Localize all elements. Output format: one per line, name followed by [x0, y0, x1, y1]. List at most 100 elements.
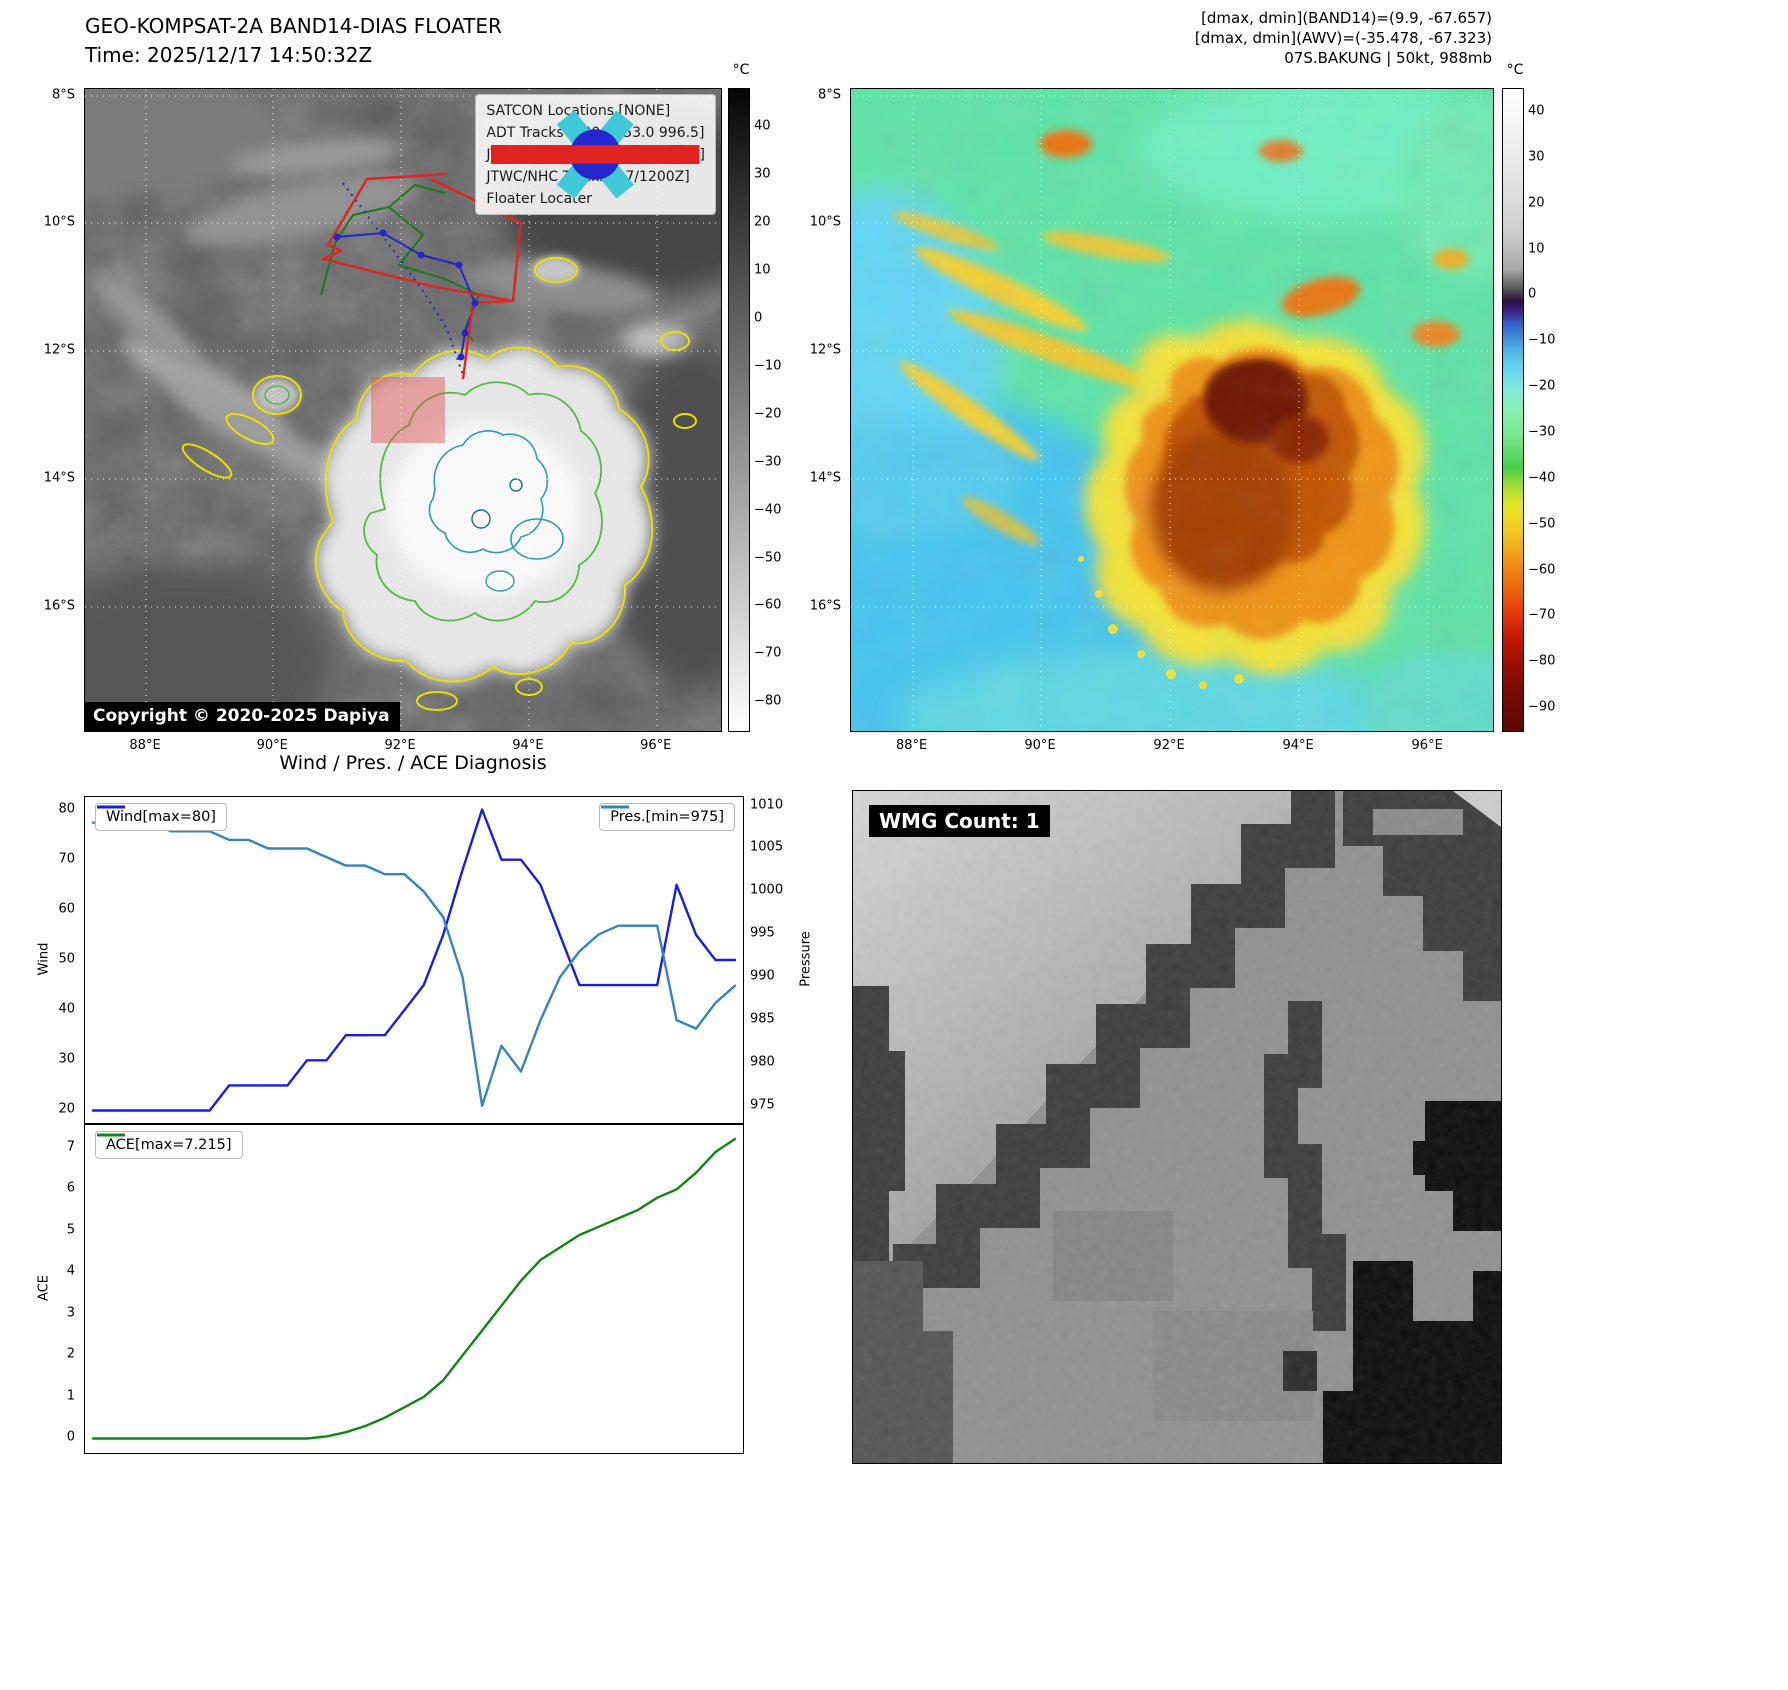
awv-colorbar-tick: −10	[1528, 332, 1556, 348]
diagnosis-title: Wind / Pres. / ACE Diagnosis	[279, 752, 547, 774]
wmg-count-label: WMG Count: 1	[869, 805, 1050, 837]
ace-series-line	[91, 1137, 737, 1440]
band14-y-tick: 16°S	[43, 598, 75, 614]
contour-yellow-outer	[314, 346, 654, 683]
awv-x-tick: 94°E	[1282, 738, 1314, 753]
ace-legend-label: ACE[max=7.215]	[106, 1137, 232, 1153]
wind-axis-label: Wind	[36, 942, 52, 976]
wind-y-tick: 40	[58, 1001, 75, 1017]
awv-colorbar-unit: °C	[1506, 62, 1524, 78]
band14-colorbar-tick: −10	[754, 358, 782, 374]
awv-colorbar-tick: −30	[1528, 424, 1556, 440]
ace-line-icon	[97, 1133, 125, 1137]
band14-y-tick: 8°S	[51, 87, 75, 103]
awv-satellite-map	[850, 88, 1494, 732]
wmg-panel: WMG Count: 1	[852, 790, 1502, 1464]
ace-y-tick: 5	[66, 1222, 75, 1238]
awv-colorbar	[1502, 88, 1524, 732]
temperature-contours	[181, 257, 697, 711]
wind-series-line	[91, 808, 737, 1112]
band14-y-tick: 10°S	[43, 214, 75, 230]
wind-y-tick: 80	[58, 801, 75, 817]
band14-colorbar-tick: −60	[754, 597, 782, 613]
awv-x-tick: 88°E	[895, 738, 928, 753]
header-line-band14: [dmax, dmin](BAND14)=(9.9, -67.657)	[1201, 9, 1492, 27]
awv-x-tick: 90°E	[1024, 738, 1056, 753]
pressure-legend: Pres.[min=975]	[599, 803, 735, 831]
wind-legend: Wind[max=80]	[95, 803, 227, 831]
pressure-axis-label: Pressure	[798, 931, 814, 987]
adt-track-line	[320, 184, 446, 296]
wind-y-tick: 20	[58, 1101, 75, 1117]
ace-legend: ACE[max=7.215]	[95, 1131, 243, 1159]
awv-x-tick: 92°E	[1153, 738, 1185, 753]
wind-y-tick: 60	[58, 901, 75, 917]
band14-colorbar-tick: 20	[754, 214, 771, 230]
band14-colorbar-tick: 0	[754, 310, 763, 326]
pressure-y-tick: 975	[750, 1097, 775, 1113]
contour-green	[363, 381, 603, 622]
band14-x-tick: 96°E	[640, 738, 672, 753]
band14-colorbar-tick: 30	[754, 166, 771, 182]
pressure-y-tick: 1010	[750, 797, 784, 813]
awv-colorbar-tick: −70	[1528, 607, 1556, 623]
ace-y-tick: 2	[66, 1346, 75, 1362]
band14-colorbar-tick: −70	[754, 645, 782, 661]
band14-y-tick: 14°S	[43, 470, 75, 486]
awv-y-tick: 8°S	[817, 87, 841, 103]
wind-pressure-plot-area	[91, 808, 737, 1112]
awv-y-tick: 10°S	[809, 214, 841, 230]
floater-track-line-2	[430, 177, 523, 302]
wind-y-tick: 30	[58, 1051, 75, 1067]
jtwc-track-points	[333, 229, 479, 361]
pressure-y-tick: 990	[750, 968, 775, 984]
pressure-y-tick: 995	[750, 925, 775, 941]
header-line-awv: [dmax, dmin](AWV)=(-35.478, -67.323)	[1194, 29, 1492, 47]
band14-colorbar-tick: −30	[754, 454, 782, 470]
band14-colorbar-tick: −50	[754, 550, 782, 566]
legend-item-floater: Floater Locater	[486, 145, 705, 207]
awv-colorbar-tick: 40	[1528, 103, 1545, 119]
legend-label-floater: Floater Locater	[486, 190, 593, 207]
awv-noise-texture	[851, 89, 1493, 731]
pressure-y-tick: 1000	[750, 882, 784, 898]
wind-y-tick: 70	[58, 851, 75, 867]
adt-track-line-2	[388, 206, 480, 342]
band14-colorbar-tick: −40	[754, 502, 782, 518]
awv-header: [dmax, dmin](BAND14)=(9.9, -67.657) [dma…	[1195, 8, 1492, 68]
band14-satellite-map: SATCON Locations [NONE] ADT Tracks [1200…	[84, 88, 722, 732]
awv-colorbar-tick: −50	[1528, 516, 1556, 532]
band14-x-tick: 94°E	[512, 738, 544, 753]
ace-plot-area	[91, 1137, 737, 1440]
ace-y-tick: 6	[66, 1180, 75, 1196]
awv-colorbar-tick: 10	[1528, 241, 1545, 256]
band14-subtitle: Time: 2025/12/17 14:50:32Z	[85, 43, 373, 67]
awv-y-tick: 14°S	[809, 470, 841, 486]
ace-y-tick: 7	[66, 1139, 75, 1155]
wind-pressure-chart: Wind[max=80] Pres.[min=975]	[84, 796, 744, 1124]
awv-colorbar-tick: −90	[1528, 699, 1556, 715]
legend-label-satcon: SATCON Locations [NONE]	[486, 102, 671, 119]
map-legend: SATCON Locations [NONE] ADT Tracks [1200…	[475, 94, 716, 215]
header-line-storm: 07S.BAKUNG | 50kt, 988mb	[1284, 49, 1492, 67]
band14-colorbar-tick: 10	[754, 262, 771, 278]
floater-track-line	[321, 172, 515, 380]
band14-x-tick: 88°E	[129, 738, 161, 753]
wmg-pixel-noise	[853, 791, 1501, 1463]
floater-target-box	[371, 377, 445, 443]
ace-chart: ACE[max=7.215]	[84, 1124, 744, 1454]
band14-colorbar	[728, 88, 750, 732]
band14-y-tick: 12°S	[43, 342, 75, 358]
pressure-series-line	[91, 821, 737, 1107]
band14-colorbar-unit: °C	[732, 62, 750, 78]
awv-x-tick: 96°E	[1411, 738, 1443, 753]
copyright-label: Copyright © 2020-2025 Dapiya	[85, 702, 400, 731]
wind-legend-label: Wind[max=80]	[106, 809, 216, 825]
band14-title-block: GEO-KOMPSAT-2A BAND14-DIAS FLOATER Time:…	[85, 12, 502, 70]
pressure-y-tick: 985	[750, 1011, 775, 1027]
ace-y-tick: 4	[66, 1263, 75, 1279]
awv-satellite-image	[851, 89, 1493, 731]
floater-line-icon	[491, 145, 700, 164]
awv-y-tick: 12°S	[809, 342, 841, 358]
